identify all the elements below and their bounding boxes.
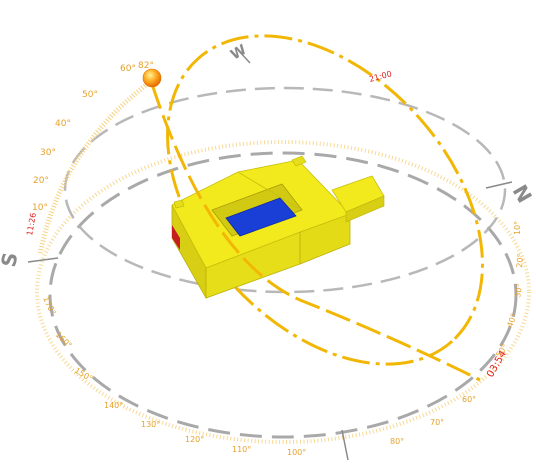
azimuth-80: 80° [390,437,404,446]
azimuth-70: 70° [430,418,444,427]
azimuth-140: 140° [104,401,123,410]
sun-altitude-82: 82° [138,61,154,71]
azimuth-150: 150° [73,366,94,383]
altitude-10: 10° [32,203,48,213]
west-tick [237,49,251,64]
azimuth-170: 170° [41,295,57,316]
compass-north: N [508,181,536,208]
compass-west: W [228,42,249,64]
roof-ridge-2 [171,204,207,269]
sun-altitude-60: 60° [120,64,136,74]
roof-vent-2 [173,199,185,209]
altitude-50: 50° [82,90,98,100]
roof-vent-1 [291,155,307,167]
sun-time-left: 11:26 [25,212,38,236]
building-red-strip-left [172,225,180,250]
altitude-30: 30° [40,148,56,158]
compass-south: S [0,251,22,269]
azimuth-10: 10° [513,221,522,235]
building-wing-front [345,195,385,223]
azimuth-30: 30° [513,283,524,299]
azimuth-160: 160° [54,330,74,350]
horizon-orbit [48,151,518,439]
altitude-40: 40° [55,119,71,129]
azimuth-110: 110° [232,445,251,454]
east-tick [341,429,349,461]
sun-icon [142,68,162,88]
courtyard-pool [225,197,297,237]
sun-path-front-segment [150,83,481,382]
south-tick [27,257,59,263]
altitude-20: 20° [33,176,49,186]
azimuth-40: 40° [505,312,518,328]
azimuth-tick-ring [35,140,531,444]
azimuth-20: 20° [515,253,525,268]
sun-time-top: 21:00 [368,69,393,84]
azimuth-120: 120° [185,435,204,444]
azimuth-60: 60° [462,395,476,404]
azimuth-100: 100° [287,448,306,457]
north-tick [485,181,513,189]
roof-ridge-1 [237,171,299,209]
altitude-scale-arc [37,80,152,256]
azimuth-130: 130° [141,420,160,429]
building-model [171,155,385,300]
